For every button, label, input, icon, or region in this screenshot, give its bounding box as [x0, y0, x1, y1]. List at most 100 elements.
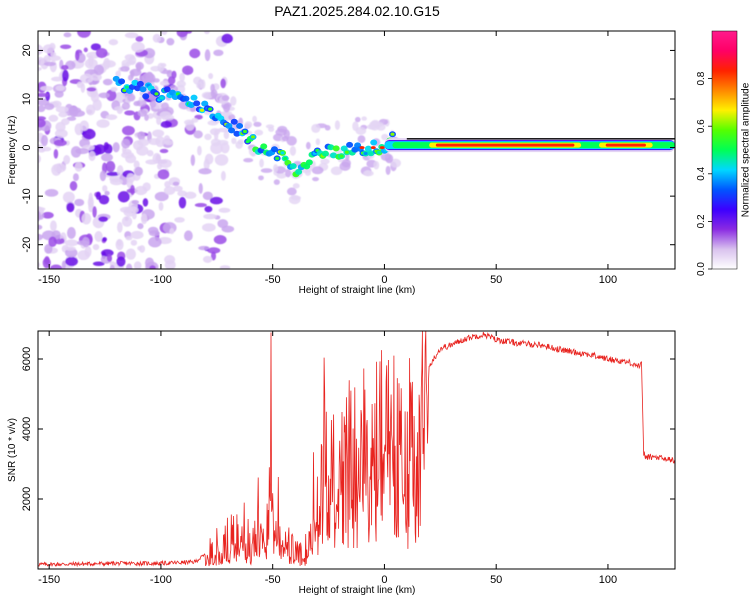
noise-blob — [315, 138, 321, 146]
noise-blob — [137, 223, 144, 230]
noise-blob — [88, 201, 94, 213]
noise-blob — [63, 154, 71, 165]
noise-blob — [254, 129, 264, 136]
noise-blob — [138, 96, 144, 102]
ridge-band-red — [435, 143, 575, 147]
noise-blob — [174, 217, 185, 223]
noise-blob — [213, 234, 227, 245]
noise-blob — [177, 190, 188, 197]
noise-blob — [156, 116, 162, 125]
noise-blob — [164, 140, 174, 146]
noise-blob — [152, 33, 161, 43]
noise-blob — [283, 129, 290, 139]
noise-blob — [66, 227, 76, 239]
noise-blob — [209, 128, 221, 136]
noise-blob — [221, 225, 235, 233]
noise-blob — [95, 47, 108, 59]
noise-blob — [47, 55, 62, 62]
spectrogram-x-tick-label: -150 — [38, 274, 60, 286]
noise-blob — [164, 255, 176, 265]
ridge-blob — [187, 101, 195, 108]
ridge-blob — [136, 80, 144, 87]
noise-blob — [145, 159, 159, 165]
noise-blob — [41, 134, 48, 147]
noise-blob — [320, 158, 330, 165]
noise-blob — [38, 118, 46, 128]
noise-blob — [101, 153, 113, 162]
noise-blob — [135, 61, 144, 71]
noise-blob — [223, 114, 229, 122]
ridge-blob — [327, 144, 335, 151]
snr-x-tick-label: -100 — [150, 574, 172, 586]
noise-blob — [194, 202, 207, 208]
noise-blob — [390, 158, 402, 168]
noise-blob — [88, 192, 93, 203]
noise-blob — [120, 66, 130, 72]
ridge-blob — [270, 146, 278, 153]
noise-blob — [273, 179, 280, 185]
noise-blob — [117, 191, 130, 203]
noise-blob — [134, 166, 143, 176]
ridge-blob — [131, 79, 139, 86]
noise-blob — [38, 92, 49, 97]
noise-blob — [159, 148, 169, 154]
noise-blob — [176, 31, 188, 38]
noise-blob — [58, 111, 68, 118]
noise-blob — [214, 154, 229, 166]
noise-blob — [38, 127, 43, 132]
noise-blob — [334, 120, 341, 130]
noise-blob — [258, 175, 264, 181]
noise-blob — [339, 161, 351, 171]
noise-blob — [385, 165, 391, 176]
noise-blob — [74, 161, 83, 172]
noise-blob — [166, 37, 175, 46]
noise-blob — [112, 142, 120, 153]
snr-y-tick-label: 4000 — [21, 417, 33, 441]
noise-blob — [190, 154, 196, 166]
snr-y-axis-label: SNR (10 * v/v) — [7, 418, 18, 482]
noise-blob — [172, 181, 180, 186]
noise-blob — [38, 44, 44, 56]
noise-blob — [55, 85, 65, 91]
noise-blob — [105, 89, 117, 102]
noise-blob — [77, 31, 91, 38]
noise-blob — [80, 82, 86, 93]
ridge-blob — [163, 86, 171, 93]
noise-blob — [193, 130, 203, 139]
noise-blob — [381, 133, 389, 141]
snr-x-tick-label: 50 — [490, 574, 502, 586]
noise-blob — [62, 69, 69, 82]
colorbar-frame — [711, 30, 738, 270]
noise-blob — [193, 76, 202, 85]
noise-blob — [124, 206, 139, 214]
noise-blob — [54, 90, 64, 98]
noise-blob — [64, 239, 79, 247]
ridge-blob — [321, 150, 329, 157]
noise-blob — [148, 138, 161, 146]
noise-blob — [131, 199, 139, 205]
noise-blob — [63, 32, 72, 38]
ridge-blob — [118, 78, 126, 85]
noise-blob — [231, 137, 237, 145]
noise-blob — [50, 220, 57, 232]
noise-blob — [115, 70, 121, 78]
noise-blob — [121, 102, 131, 110]
noise-blob — [204, 49, 211, 62]
noise-blob — [209, 196, 223, 205]
noise-blob — [220, 78, 226, 89]
noise-blob — [38, 147, 46, 153]
noise-blob — [142, 198, 149, 207]
noise-blob — [213, 49, 224, 57]
colorbar-tick-label: 0.4 — [696, 166, 707, 180]
noise-blob — [96, 119, 110, 128]
noise-blob — [285, 168, 292, 178]
snr-x-tick-label: -150 — [38, 574, 60, 586]
snr-x-axis-label: Height of straight line (km) — [299, 585, 416, 596]
noise-blob — [223, 103, 231, 113]
snr-x-tick-label: 100 — [599, 574, 617, 586]
ridge-core — [390, 132, 395, 136]
noise-blob — [94, 144, 106, 155]
noise-blob — [106, 254, 113, 262]
noise-blob — [48, 236, 57, 248]
